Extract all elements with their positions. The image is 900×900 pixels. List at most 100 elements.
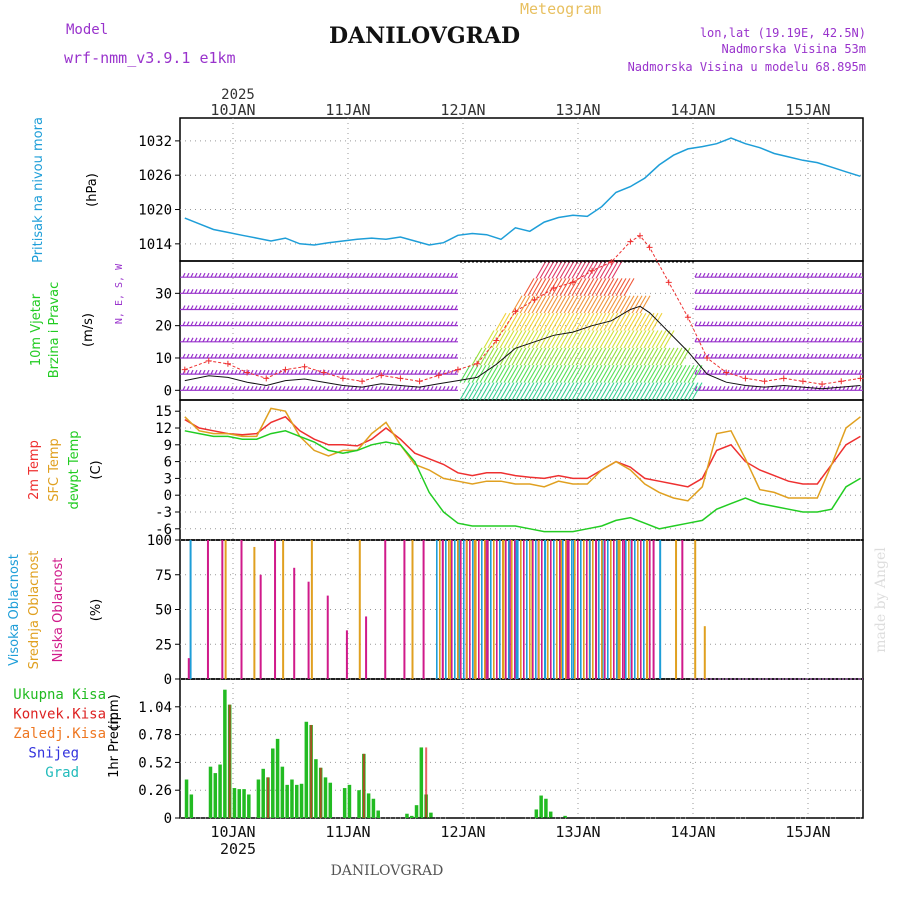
wind-barb-row [182,337,862,343]
mid-cloud-bar [675,540,678,679]
mid-cloud-bar [473,540,476,679]
wind-gust-marker [263,375,270,382]
overcast-bar [439,540,441,679]
wind-gust-marker [819,381,826,388]
convective-precip-bar [310,724,313,818]
convective-precip-bar [362,753,365,818]
high-cloud-bar [515,540,518,679]
low-cloud-bar [240,540,243,679]
temp-dewpt-line [184,430,861,533]
cloud-ylabel-2: Srednja Oblacnost [27,551,42,670]
low-cloud-bar [326,595,329,679]
bottom-tick-label: 14JAN [670,823,715,841]
wind-gust-marker [282,366,289,373]
wind-gust-marker [454,366,461,373]
total-precip-bar [323,777,328,818]
overcast-bar [556,540,558,679]
total-precip-bar [429,812,433,818]
top-tick-label: 15JAN [785,101,830,119]
overcast-bar [511,540,513,679]
cloud-tick-label: 75 [155,568,172,584]
pressure-series [184,137,861,246]
precip-tick-label: 0.26 [138,783,172,799]
total-precip-bar [184,779,189,818]
overcast-bar [499,540,501,679]
overcast-bar [568,540,570,679]
overcast-bar [577,540,579,679]
total-precip-bar [342,788,347,818]
model-elevation-label: Nadmorska Visina u modelu 68.895m [628,60,866,74]
low-cloud-bar [221,540,224,679]
bottom-tick-label: 15JAN [785,823,830,841]
wind-gust-marker [224,360,231,367]
cloud-y-axis: 0 25 50 75 100 [147,533,180,688]
station-title: DANILOVGRAD [329,23,520,49]
total-precip-bar [280,766,285,818]
overcast-bar [619,540,621,679]
wind-gust-marker [646,244,653,251]
wind-tick-label: 20 [155,319,172,335]
lonlat-label: lon,lat (19.19E, 42.5N) [700,26,866,40]
total-precip-bar [285,784,289,818]
total-precip-bar [347,784,352,818]
wind-gust-marker [320,369,327,376]
temp-tick-label: -3 [155,505,172,521]
overcast-bar [523,540,525,679]
wind-gust-marker [589,267,596,274]
pressure-tick-label: 1032 [138,134,172,150]
wind-gust-marker [301,363,308,370]
compass-label: N, E, S, W [114,263,125,324]
total-precip-bar [548,811,553,818]
overcast-bar [490,540,492,679]
total-precip-bar [299,783,304,818]
bottom-time-axis: 10JAN 11JAN 12JAN 13JAN 14JAN 15JAN [210,823,830,841]
total-precip-bar [410,815,414,818]
total-precip-bar [534,809,539,818]
overcast-bar [454,540,456,679]
top-time-axis: 10JAN 11JAN 12JAN 13JAN 14JAN 15JAN [210,101,830,119]
top-tick-label: 14JAN [670,101,715,119]
total-precip-bar [261,768,265,818]
pressure-ylabel: Pritisak na nivou mora [31,117,46,263]
wind-barbs [180,260,863,401]
overcast-bar [607,540,609,679]
high-cloud-bar [457,540,460,679]
low-cloud-bar [681,540,684,679]
model-label: Model [66,22,108,38]
overcast-bar [436,540,438,679]
overcast-bar [643,540,645,679]
wind-gust-marker [799,378,806,385]
wind-unit: (m/s) [81,313,96,347]
total-precip-bar [247,794,251,818]
overcast-bar [481,540,483,679]
overcast-bar [649,540,651,679]
overcast-bar [574,540,576,679]
wind-compass: N, E, S, W [114,263,125,324]
precip-unit: (mm) [107,694,122,729]
pressure-tick-label: 1020 [138,203,172,219]
wind-speed-series [181,232,864,390]
total-precip-bar [405,813,409,818]
top-tick-label: 12JAN [440,101,485,119]
overcast-bar [535,540,537,679]
mid-cloud-bar [224,540,227,679]
overcast-bar [466,540,468,679]
overcast-bar [604,540,606,679]
wind-storm-hatch [523,278,635,297]
wind-storm-hatch [495,312,663,331]
cloud-tick-label: 0 [164,672,172,688]
top-tick-label: 13JAN [555,101,600,119]
pressure-tick-label: 1026 [138,168,172,184]
top-tick-label: 11JAN [325,101,370,119]
wind-gust-marker [378,372,385,379]
overcast-bar [610,540,612,679]
wind-gust-marker [608,258,615,265]
credit-label: made by Angel [873,547,889,653]
total-precip-bar [304,721,309,818]
total-precip-bar [419,747,424,818]
convective-precip-bar [267,777,270,818]
wind-gust-marker [397,375,404,382]
total-precip-bar [539,795,543,818]
wind-storm-hatch [471,347,691,366]
overcast-bar [457,540,459,679]
